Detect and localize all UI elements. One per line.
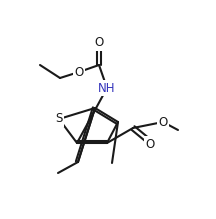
Text: NH: NH	[98, 81, 116, 95]
Text: O: O	[74, 65, 84, 78]
Text: O: O	[158, 115, 168, 129]
Text: O: O	[94, 37, 104, 49]
Text: O: O	[145, 138, 155, 150]
Text: S: S	[55, 113, 63, 125]
